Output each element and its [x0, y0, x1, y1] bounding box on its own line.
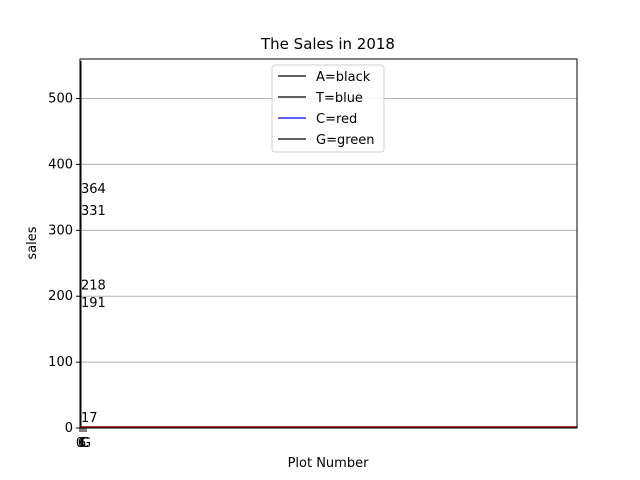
y-tick-label: 0 — [65, 421, 73, 436]
x-tick-label: G — [81, 436, 91, 451]
chart-title: The Sales in 2018 — [260, 35, 395, 53]
y-axis-label: sales — [25, 226, 40, 259]
data-label: 364 — [81, 182, 106, 197]
y-tick-label: 200 — [48, 289, 73, 304]
x-tick-label: 0 — [76, 436, 84, 451]
legend-box — [271, 64, 385, 153]
data-label: 218 — [81, 278, 106, 293]
legend: A=black T=blue C=red G=green — [271, 64, 385, 153]
y-axis-ticks: 0 100 200 300 400 500 — [48, 92, 80, 436]
data-labels: 364 331 218 191 17 — [81, 182, 106, 426]
y-tick-label: 400 — [48, 157, 73, 172]
y-tick-label: 100 — [48, 355, 73, 370]
plot-frame — [79, 58, 578, 429]
legend-label: G=green — [316, 133, 375, 148]
x-tick-label: C — [79, 436, 88, 451]
y-tick-label: 300 — [48, 223, 73, 238]
data-label: 17 — [81, 411, 98, 426]
legend-entries: A=black T=blue C=red G=green — [278, 70, 375, 148]
data-label: 191 — [81, 296, 106, 311]
x-tick-label: 6 — [78, 436, 86, 451]
data-label: 331 — [81, 204, 106, 219]
legend-label: T=blue — [315, 91, 363, 106]
x-axis-label: Plot Number — [288, 456, 370, 471]
y-tick-label: 500 — [48, 92, 73, 107]
legend-label: A=black — [316, 70, 371, 85]
legend-label: C=red — [316, 112, 357, 127]
